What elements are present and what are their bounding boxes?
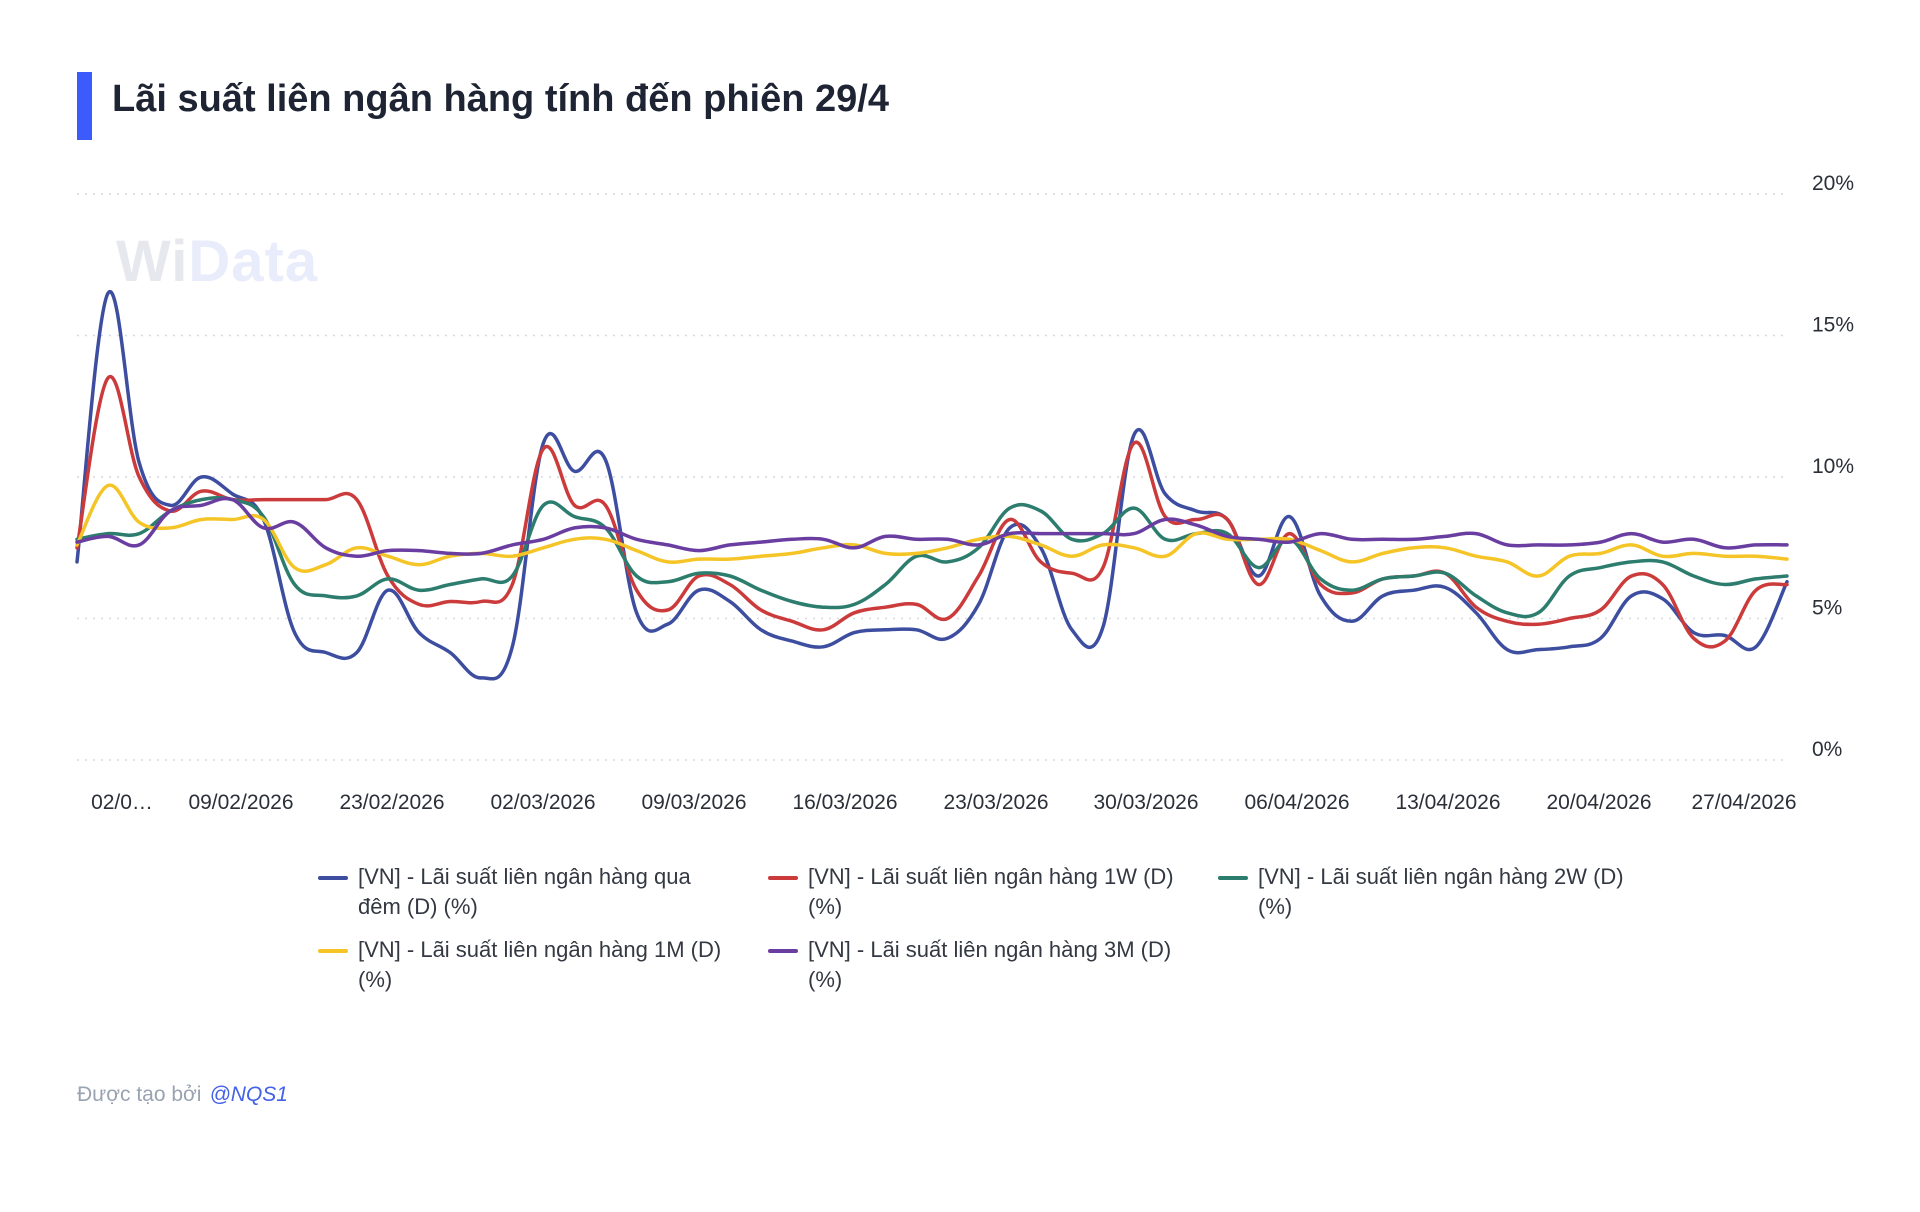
legend-swatch [1218,876,1248,880]
legend-swatch [768,876,798,880]
legend-label: [VN] - Lãi suất liên ngân hàng 2W (D) (%… [1258,864,1624,919]
legend-swatch [318,949,348,953]
x-tick-label: 23/02/2026 [339,791,444,814]
y-axis-ticks: 0% 5% 10% 15% 20% [1812,172,1854,761]
legend-item[interactable]: [VN] - Lãi suất liên ngân hàng 3M (D) (%… [768,935,1188,995]
grid-lines [77,193,1787,761]
legend-swatch [768,949,798,953]
x-tick-label: 06/04/2026 [1244,791,1349,814]
series-line-3 [75,495,1789,619]
legend-label: [VN] - Lãi suất liên ngân hàng 1M (D) (%… [358,937,722,992]
legend-label: [VN] - Lãi suất liên ngân hàng qua đêm (… [358,864,691,919]
series-lines [75,289,1789,681]
x-tick-label: 09/03/2026 [641,791,746,814]
y-tick-label: 5% [1812,597,1842,620]
y-tick-label: 0% [1812,738,1842,761]
series-line-5 [75,496,1789,558]
legend-swatch [318,876,348,880]
series-line-2 [75,374,1789,649]
y-tick-label: 15% [1812,314,1854,337]
legend-item[interactable]: [VN] - Lãi suất liên ngân hàng 2W (D) (%… [1218,862,1638,922]
legend-item[interactable]: [VN] - Lãi suất liên ngân hàng 1W (D) (%… [768,862,1188,922]
legend-label: [VN] - Lãi suất liên ngân hàng 3M (D) (%… [808,937,1172,992]
legend-label: [VN] - Lãi suất liên ngân hàng 1W (D) (%… [808,864,1174,919]
chart-title: Lãi suất liên ngân hàng tính đến phiên 2… [112,78,889,120]
x-tick-label: 20/04/2026 [1546,791,1651,814]
watermark-part2: Data [188,229,319,294]
author-link[interactable]: @NQS1 [209,1083,288,1106]
y-tick-label: 10% [1812,455,1854,478]
x-tick-label: 27/04/2026 [1691,791,1796,814]
x-tick-label: 23/03/2026 [943,791,1048,814]
x-tick-label: 13/04/2026 [1395,791,1500,814]
x-tick-label: 02/0… [91,791,153,814]
x-tick-label: 02/03/2026 [490,791,595,814]
x-tick-label: 16/03/2026 [792,791,897,814]
footer-created-by: Được tạo bởi [77,1083,202,1106]
x-axis-ticks: 02/0… 09/02/2026 23/02/2026 02/03/2026 09/03… [91,791,1796,814]
series-line-4 [75,483,1789,578]
title-accent-bar [77,72,92,140]
series-line-1 [75,289,1789,681]
legend-item[interactable]: [VN] - Lãi suất liên ngân hàng qua đêm (… [318,862,738,922]
x-tick-label: 09/02/2026 [188,791,293,814]
x-tick-label: 30/03/2026 [1093,791,1198,814]
watermark-logo: WiData [116,228,318,295]
y-tick-label: 20% [1812,172,1854,195]
watermark-part1: Wi [116,229,189,294]
footer-credit: Được tạo bởi @NQS1 [77,1083,288,1107]
line-chart: 0%5%10%15%20% 02/0… 09/02/2026 23/02/2026 0… [75,172,1854,814]
legend-item[interactable]: [VN] - Lãi suất liên ngân hàng 1M (D) (%… [318,935,738,995]
